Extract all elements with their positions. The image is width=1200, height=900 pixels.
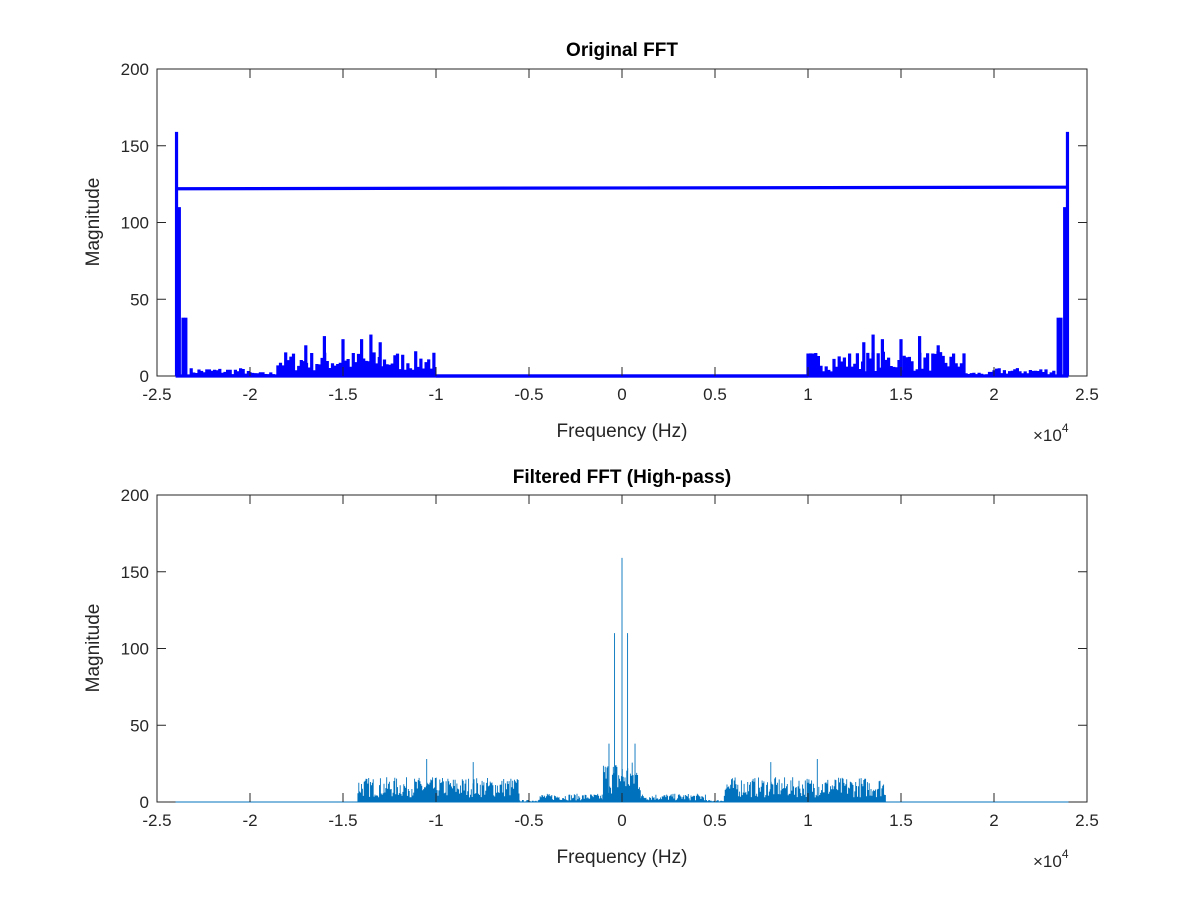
y-tick-label: 150 — [121, 137, 149, 156]
x-tick-label: 1.5 — [889, 811, 913, 830]
x-tick-label: 1.5 — [889, 385, 913, 404]
x-tick-label: 1 — [803, 385, 812, 404]
spectrum-band — [537, 793, 604, 802]
ticks-filtered: -2.5 -2 -1.5 -1 -0.5 0 0.5 1 1.5 2 2.5 0 50 100 150 200 — [121, 486, 1099, 830]
x-tick-label: -2 — [242, 385, 257, 404]
x-tick-label: -1 — [428, 385, 443, 404]
spectrum-band — [357, 777, 520, 802]
y-tick-label: 100 — [121, 214, 149, 233]
plot-area-original — [174, 131, 1070, 378]
ylabel-filtered: Magnitude — [83, 604, 104, 693]
x-tick-label: -2.5 — [142, 811, 171, 830]
ylabel-original: Magnitude — [83, 178, 104, 267]
x-tick-label: -0.5 — [514, 811, 543, 830]
wrap-around-line — [175, 185, 1069, 191]
x-tick-label: 0 — [617, 811, 626, 830]
x-tick-label: 2 — [989, 811, 998, 830]
x-tick-label: -1.5 — [328, 385, 357, 404]
spectrum-band — [276, 351, 436, 376]
x-tick-label: 0.5 — [703, 385, 727, 404]
plot-area-filtered — [175, 557, 1069, 803]
spectrum-band — [640, 793, 706, 802]
x-tick-label: 1 — [803, 811, 812, 830]
x-tick-label: 2 — [989, 385, 998, 404]
spectrum-band — [602, 762, 641, 802]
subplot-original-fft: -2.5 -2 -1.5 -1 -0.5 0 0.5 1 1.5 2 2.5 0 50 100 150 200… — [83, 40, 1099, 445]
y-tick-label: 200 — [121, 60, 149, 79]
x-tick-label: 2.5 — [1075, 385, 1099, 404]
ticks-original: -2.5 -2 -1.5 -1 -0.5 0 0.5 1 1.5 2 2.5 0 50 100 150 200 — [121, 60, 1099, 404]
xlabel-original: Frequency (Hz) — [557, 421, 688, 442]
x-multiplier-filtered: ×104 — [1033, 847, 1069, 871]
x-tick-label: 0.5 — [703, 811, 727, 830]
x-tick-label: -0.5 — [514, 385, 543, 404]
x-tick-label: -2 — [242, 811, 257, 830]
xlabel-filtered: Frequency (Hz) — [557, 847, 688, 868]
y-tick-label: 150 — [121, 563, 149, 582]
spectrum-band — [806, 351, 966, 376]
x-multiplier-original: ×104 — [1033, 421, 1069, 445]
x-tick-label: -1 — [428, 811, 443, 830]
title-filtered: Filtered FFT (High-pass) — [513, 467, 732, 488]
y-tick-label: 50 — [130, 290, 149, 309]
x-tick-label: -1.5 — [328, 811, 357, 830]
x-tick-label: -2.5 — [142, 385, 171, 404]
x-tick-label: 0 — [617, 385, 626, 404]
y-tick-label: 0 — [140, 367, 149, 386]
subplot-filtered-fft: -2.5 -2 -1.5 -1 -0.5 0 0.5 1 1.5 2 2.5 0 50 100 150 200… — [83, 467, 1099, 871]
x-tick-label: 2.5 — [1075, 811, 1099, 830]
title-original: Original FFT — [566, 40, 678, 61]
spectrum-band — [723, 777, 886, 802]
axes-box-original — [156, 68, 1088, 377]
y-tick-label: 200 — [121, 486, 149, 505]
y-tick-label: 0 — [140, 793, 149, 812]
y-tick-label: 50 — [130, 716, 149, 735]
y-tick-label: 100 — [121, 640, 149, 659]
